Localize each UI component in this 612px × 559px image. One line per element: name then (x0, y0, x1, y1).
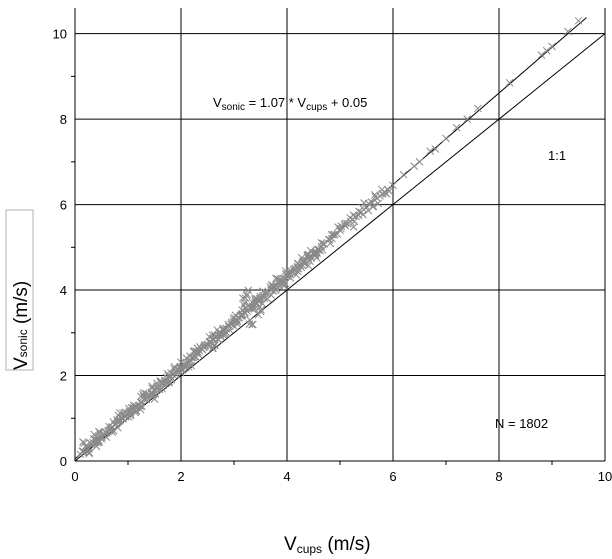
data-point (548, 42, 556, 51)
data-point (166, 372, 174, 380)
x-tick-labels: 0 2 4 6 8 10 (71, 469, 612, 484)
data-point (95, 438, 104, 447)
data-point (256, 303, 264, 311)
data-point (564, 27, 572, 36)
data-point (537, 51, 546, 59)
data-point (505, 78, 514, 87)
data-point (225, 325, 234, 334)
data-point (378, 189, 387, 198)
data-point (542, 46, 551, 55)
sample-count-label: N = 1802 (495, 416, 548, 431)
data-point (415, 157, 424, 166)
data-point (254, 310, 263, 319)
data-point (473, 104, 482, 113)
y-axis-label: Vsonic (m/s) (11, 281, 32, 370)
data-point (350, 217, 359, 226)
data-point (314, 246, 323, 254)
data-point (126, 410, 135, 418)
x-tick-label: 2 (177, 469, 184, 484)
x-tick-label: 6 (389, 469, 396, 484)
data-point (280, 277, 288, 286)
data-point (245, 320, 254, 328)
y-tick-label: 10 (53, 27, 67, 42)
data-point (452, 123, 461, 132)
data-point (369, 202, 378, 210)
y-tick-label: 6 (60, 198, 67, 213)
y-tick-label: 0 (60, 454, 67, 469)
y-tick-label: 2 (60, 369, 67, 384)
data-point (354, 211, 363, 220)
data-point (297, 253, 306, 262)
data-point (248, 305, 257, 313)
data-point (185, 359, 194, 367)
data-point (374, 199, 383, 208)
data-point (80, 439, 89, 447)
data-point (257, 306, 265, 314)
data-point (136, 402, 145, 411)
data-point (442, 134, 450, 143)
data-point (389, 181, 397, 190)
data-point (330, 230, 339, 239)
data-point (227, 320, 235, 328)
equation-annotation: Vsonic = 1.07 * Vcups + 0.05 (213, 95, 367, 113)
data-point (244, 286, 253, 295)
data-point (210, 341, 219, 350)
data-point (181, 363, 190, 372)
data-point (159, 381, 168, 390)
y-axis-label-box (5, 209, 34, 371)
data-point (431, 145, 440, 153)
data-point (167, 376, 176, 384)
data-point (341, 219, 350, 228)
data-point (316, 246, 325, 255)
data-point (210, 341, 219, 349)
data-point (381, 189, 390, 197)
data-point (367, 198, 376, 206)
data-point (426, 147, 434, 156)
data-point (241, 304, 250, 313)
data-point (201, 341, 210, 349)
x-tick-label: 4 (283, 469, 290, 484)
data-point (149, 390, 157, 399)
identity-label: 1:1 (548, 148, 566, 163)
data-point (328, 234, 336, 243)
data-points (76, 16, 583, 459)
grid-lines (71, 8, 606, 465)
data-point (177, 365, 185, 374)
data-point (256, 292, 265, 301)
data-point (148, 392, 156, 401)
data-point (410, 162, 419, 170)
data-point (131, 408, 140, 417)
data-point (399, 170, 408, 179)
x-tick-label: 10 (598, 469, 612, 484)
data-point (291, 264, 300, 273)
x-axis-label: Vcups (m/s) (284, 534, 371, 556)
data-point (371, 193, 380, 201)
data-point (463, 115, 472, 123)
data-point (285, 267, 294, 276)
data-point (280, 275, 288, 284)
data-point (317, 238, 326, 247)
data-point (102, 433, 111, 442)
y-tick-label: 4 (60, 283, 67, 298)
data-point (109, 426, 118, 435)
x-tick-label: 8 (495, 469, 502, 484)
data-point (248, 320, 256, 329)
data-point (100, 429, 108, 438)
data-point (241, 294, 250, 302)
y-tick-labels: 0 2 4 6 8 10 (53, 27, 67, 469)
data-point (574, 16, 583, 25)
data-point (249, 320, 257, 329)
data-point (194, 350, 203, 359)
data-point (326, 239, 335, 248)
data-point (242, 291, 251, 300)
data-point (151, 390, 160, 398)
data-point (292, 270, 301, 279)
x-tick-label: 0 (71, 469, 78, 484)
y-tick-label: 8 (60, 112, 67, 127)
data-point (84, 444, 93, 453)
